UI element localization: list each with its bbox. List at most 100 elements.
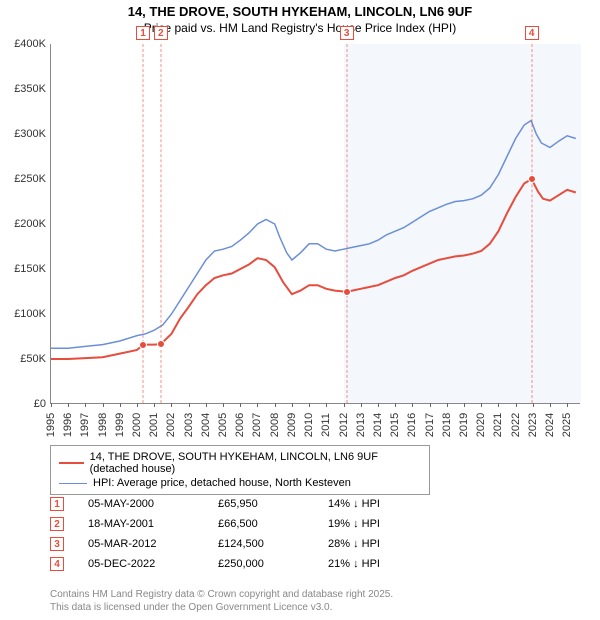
lines-svg <box>51 44 581 404</box>
transaction-table: 105-MAY-2000£65,95014% ↓ HPI218-MAY-2001… <box>50 494 570 574</box>
x-tick-label: 2021 <box>492 413 504 437</box>
x-tick-label: 2006 <box>234 413 246 437</box>
sale-point <box>157 340 165 348</box>
sale-point <box>343 288 351 296</box>
table-row: 218-MAY-2001£66,50019% ↓ HPI <box>50 514 570 534</box>
transaction-marker: 4 <box>50 557 64 571</box>
y-tick-label: £50K <box>0 353 46 365</box>
sale-marker-box: 1 <box>136 26 150 40</box>
x-tick-mark <box>550 403 551 407</box>
transaction-marker: 2 <box>50 517 64 531</box>
x-tick-label: 2020 <box>475 413 487 437</box>
x-tick-mark <box>309 403 310 407</box>
y-tick-label: £150K <box>0 263 46 275</box>
x-tick-label: 2015 <box>389 413 401 437</box>
chart-title: 14, THE DROVE, SOUTH HYKEHAM, LINCOLN, L… <box>0 0 600 21</box>
x-tick-mark <box>326 403 327 407</box>
series-line <box>51 179 576 359</box>
legend-row-hpi: HPI: Average price, detached house, Nort… <box>59 476 421 490</box>
x-tick-label: 2010 <box>303 413 315 437</box>
sale-marker-line <box>160 44 161 403</box>
sale-marker-box: 3 <box>340 26 354 40</box>
chart-container: 14, THE DROVE, SOUTH HYKEHAM, LINCOLN, L… <box>0 0 600 620</box>
sale-marker-line <box>346 44 347 403</box>
plot-area: 1234 19951996199719981999200020012002200… <box>50 44 580 404</box>
transaction-marker: 3 <box>50 537 64 551</box>
y-tick-label: £350K <box>0 83 46 95</box>
attribution-line2: This data is licensed under the Open Gov… <box>50 601 393 614</box>
sale-marker-box: 4 <box>525 26 539 40</box>
x-tick-mark <box>189 403 190 407</box>
x-tick-label: 2012 <box>338 413 350 437</box>
sale-point <box>139 341 147 349</box>
x-tick-label: 2025 <box>561 413 573 437</box>
x-tick-mark <box>68 403 69 407</box>
x-tick-label: 2019 <box>458 413 470 437</box>
x-tick-mark <box>171 403 172 407</box>
x-tick-mark <box>430 403 431 407</box>
legend-label-hpi: HPI: Average price, detached house, Nort… <box>93 477 351 489</box>
x-tick-label: 1996 <box>62 413 74 437</box>
x-tick-mark <box>344 403 345 407</box>
x-tick-label: 2009 <box>286 413 298 437</box>
x-tick-label: 2016 <box>406 413 418 437</box>
x-tick-label: 2008 <box>269 413 281 437</box>
x-tick-mark <box>395 403 396 407</box>
x-tick-mark <box>120 403 121 407</box>
x-tick-label: 2014 <box>372 413 384 437</box>
x-tick-label: 2018 <box>441 413 453 437</box>
x-tick-mark <box>85 403 86 407</box>
table-row: 3 05-MAR-2012£124,50028% ↓ HPI <box>50 534 570 554</box>
legend-row-price-paid: 14, THE DROVE, SOUTH HYKEHAM, LINCOLN, L… <box>59 450 421 476</box>
x-tick-mark <box>206 403 207 407</box>
chart-subtitle: Price paid vs. HM Land Registry's House … <box>0 21 600 41</box>
x-tick-label: 2022 <box>510 413 522 437</box>
attribution: Contains HM Land Registry data © Crown c… <box>50 588 393 614</box>
sale-marker-box: 2 <box>154 26 168 40</box>
transaction-price: £66,500 <box>218 518 328 530</box>
transaction-price: £124,500 <box>218 538 328 550</box>
transaction-date: 05-MAR-2012 <box>88 538 218 550</box>
x-tick-mark <box>481 403 482 407</box>
x-tick-label: 2023 <box>527 413 539 437</box>
y-tick-label: £400K <box>0 38 46 50</box>
x-tick-label: 1998 <box>97 413 109 437</box>
legend: 14, THE DROVE, SOUTH HYKEHAM, LINCOLN, L… <box>50 445 430 495</box>
attribution-line1: Contains HM Land Registry data © Crown c… <box>50 588 393 601</box>
x-tick-mark <box>361 403 362 407</box>
x-tick-label: 2024 <box>544 413 556 437</box>
x-tick-mark <box>447 403 448 407</box>
y-tick-label: £250K <box>0 173 46 185</box>
transaction-marker: 1 <box>50 497 64 511</box>
x-tick-mark <box>533 403 534 407</box>
legend-swatch-price-paid <box>59 462 84 464</box>
x-tick-label: 2002 <box>165 413 177 437</box>
transaction-diff: 21% ↓ HPI <box>328 558 468 570</box>
x-tick-label: 2011 <box>320 413 332 437</box>
y-tick-label: £200K <box>0 218 46 230</box>
x-tick-label: 2000 <box>131 413 143 437</box>
x-tick-mark <box>103 403 104 407</box>
x-tick-label: 1995 <box>45 413 57 437</box>
x-tick-mark <box>516 403 517 407</box>
sale-marker-line <box>143 44 144 403</box>
transaction-diff: 28% ↓ HPI <box>328 538 468 550</box>
x-tick-mark <box>154 403 155 407</box>
table-row: 105-MAY-2000£65,95014% ↓ HPI <box>50 494 570 514</box>
x-tick-mark <box>51 403 52 407</box>
transaction-diff: 14% ↓ HPI <box>328 498 468 510</box>
table-row: 405-DEC-2022£250,00021% ↓ HPI <box>50 554 570 574</box>
x-tick-mark <box>292 403 293 407</box>
x-tick-label: 2003 <box>183 413 195 437</box>
x-tick-mark <box>257 403 258 407</box>
x-tick-label: 2004 <box>200 413 212 437</box>
transaction-price: £65,950 <box>218 498 328 510</box>
x-tick-label: 2017 <box>424 413 436 437</box>
x-tick-mark <box>567 403 568 407</box>
x-tick-mark <box>378 403 379 407</box>
x-tick-label: 2013 <box>355 413 367 437</box>
transaction-date: 05-DEC-2022 <box>88 558 218 570</box>
x-tick-label: 2001 <box>148 413 160 437</box>
x-tick-label: 2005 <box>217 413 229 437</box>
sale-marker-line <box>531 44 532 403</box>
